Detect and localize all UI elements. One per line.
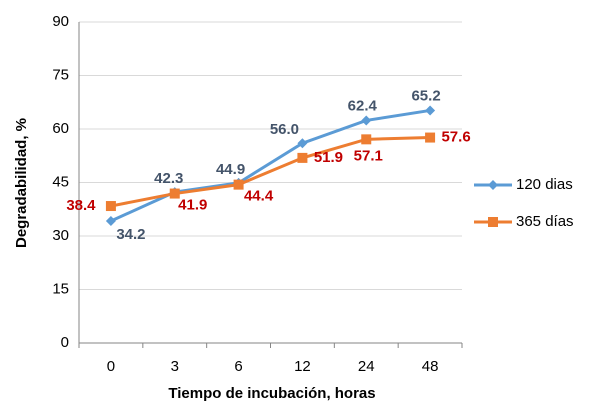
marker [425,132,436,143]
x-tick-label: 48 [422,358,439,375]
x-tick-label: 12 [294,358,311,375]
marker [105,201,116,212]
marker [297,138,308,149]
marker [233,179,244,190]
data-label: 65.2 [411,87,440,104]
data-label: 57.6 [441,129,470,146]
x-axis-title: Tiempo de incubación, horas [168,385,375,402]
marker [297,152,308,163]
data-label: 44.4 [244,188,274,205]
x-tick-label: 24 [358,358,375,375]
data-label: 62.4 [348,97,378,114]
y-tick-label: 0 [61,334,69,351]
y-tick-label: 15 [52,280,69,297]
data-label: 42.3 [154,170,183,187]
data-label: 44.9 [216,161,245,178]
legend-marker [488,180,498,190]
y-axis-title: Degradabilidad, % [13,118,30,248]
series-line [110,136,431,208]
y-tick-label: 60 [52,120,69,137]
data-label: 38.4 [66,197,96,214]
marker [361,115,372,126]
data-label: 34.2 [116,226,145,243]
legend-label: 120 dias [516,176,573,193]
data-label: 51.9 [314,149,343,166]
x-tick-label: 3 [171,358,179,375]
y-tick-label: 75 [52,66,69,83]
marker [361,134,372,145]
marker [169,188,180,199]
data-label: 56.0 [270,121,299,138]
data-label: 41.9 [178,197,207,214]
y-tick-label: 90 [52,13,69,30]
legend-marker [488,217,498,227]
x-tick-label: 0 [107,358,115,375]
y-tick-label: 30 [52,227,69,244]
x-tick-label: 6 [234,358,242,375]
data-label: 57.1 [354,147,383,164]
marker [105,216,116,227]
legend-label: 365 días [516,213,574,230]
y-tick-label: 45 [52,173,69,190]
marker [425,105,436,116]
